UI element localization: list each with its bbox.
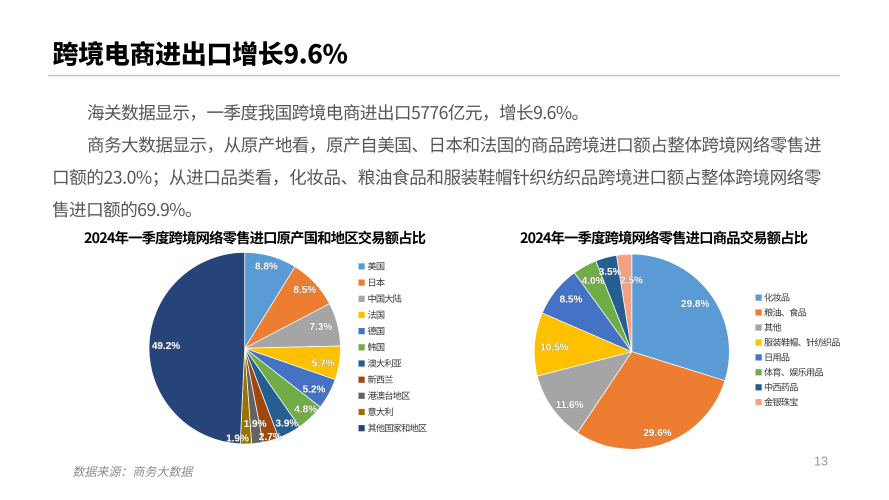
svg-text:4.8%: 4.8%: [294, 404, 317, 415]
svg-text:49.2%: 49.2%: [152, 341, 180, 352]
svg-text:29.8%: 29.8%: [681, 299, 709, 310]
svg-text:8.5%: 8.5%: [293, 285, 316, 296]
svg-text:8.5%: 8.5%: [560, 294, 583, 305]
svg-text:11.6%: 11.6%: [556, 400, 584, 411]
svg-text:7.3%: 7.3%: [310, 322, 333, 333]
svg-text:2.5%: 2.5%: [620, 276, 643, 287]
svg-text:1.9%: 1.9%: [226, 433, 249, 444]
svg-text:4.0%: 4.0%: [582, 276, 605, 287]
svg-text:5.2%: 5.2%: [303, 385, 326, 396]
svg-text:13: 13: [814, 455, 828, 469]
svg-text:1.9%: 1.9%: [244, 419, 267, 430]
svg-text:29.6%: 29.6%: [643, 428, 671, 439]
svg-text:3.9%: 3.9%: [276, 419, 299, 430]
svg-text:2.7%: 2.7%: [259, 432, 282, 443]
svg-text:10.5%: 10.5%: [540, 343, 568, 354]
svg-text:3.5%: 3.5%: [599, 267, 622, 278]
svg-text:5.7%: 5.7%: [312, 358, 335, 369]
svg-text:8.8%: 8.8%: [255, 261, 278, 272]
